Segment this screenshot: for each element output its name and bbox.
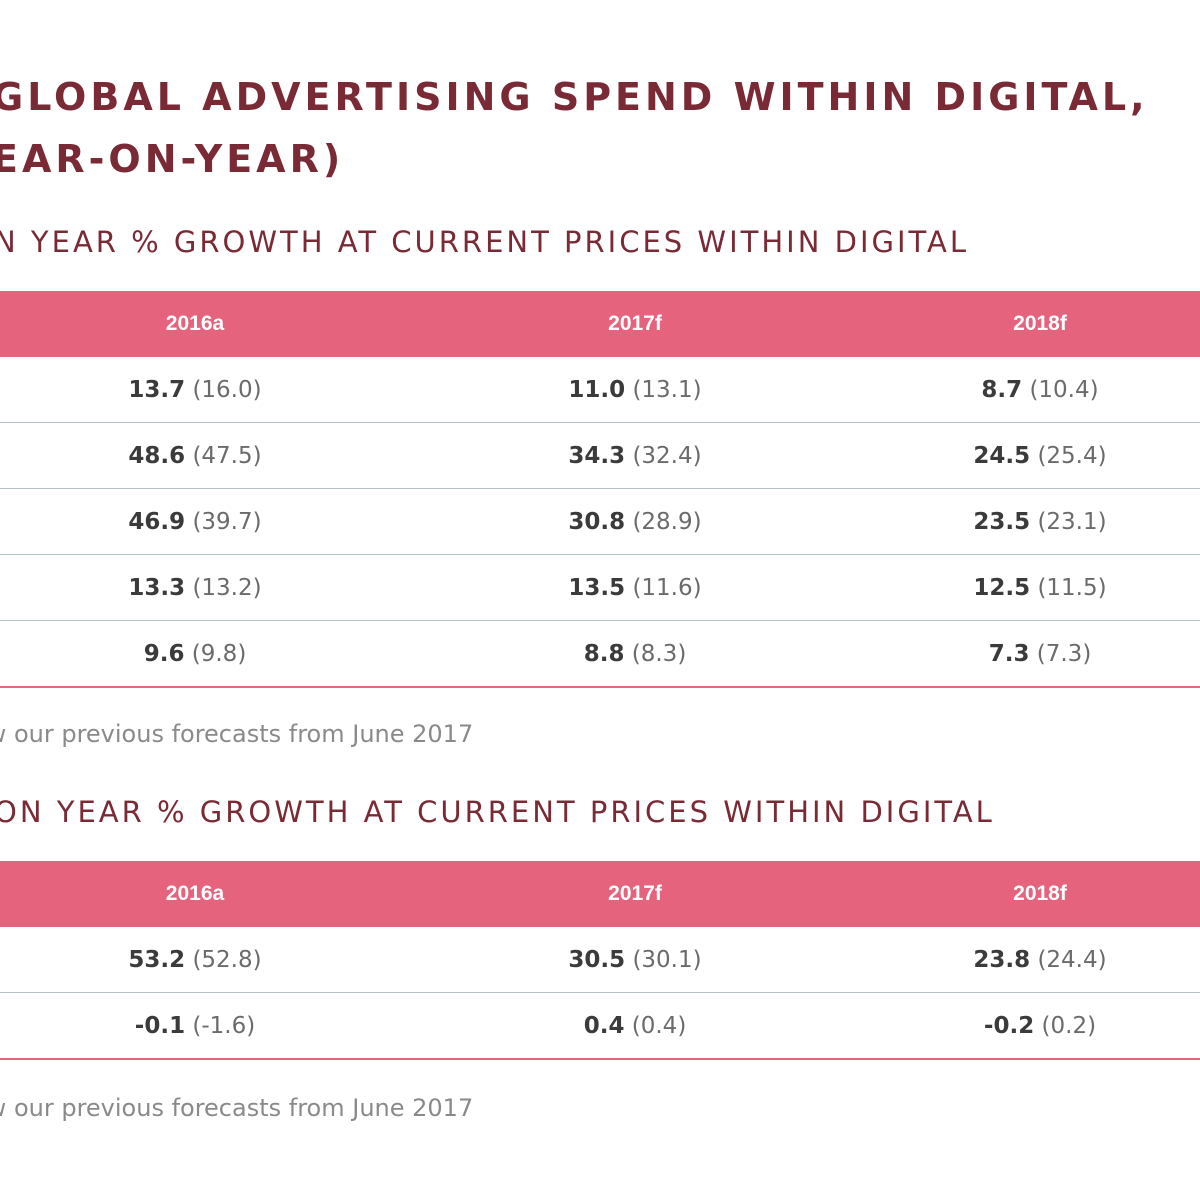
current-value: -0.2 xyxy=(983,1012,1035,1039)
previous-value: (11.6) xyxy=(632,574,702,601)
previous-value: (30.1) xyxy=(632,946,702,973)
previous-value: (-1.6) xyxy=(192,1012,256,1039)
growth-table-1: 2016a 2017f 2018f 13.7 (16.0) 11.0 (13.1… xyxy=(0,291,1200,688)
previous-value: (28.9) xyxy=(632,508,702,535)
growth-table-2: 2016a 2017f 2018f 53.2 (52.8) 30.5 (30.1… xyxy=(0,861,1200,1060)
page-title: GLOBAL ADVERTISING SPEND WITHIN DIGITAL,… xyxy=(0,66,1149,190)
previous-value: (9.8) xyxy=(191,640,247,667)
table-row: 9.6 (9.8) 8.8 (8.3) 7.3 (7.3) xyxy=(0,621,1200,688)
table-row: 46.9 (39.7) 30.8 (28.9) 23.5 (23.1) xyxy=(0,488,1200,555)
previous-value: (52.8) xyxy=(192,946,262,973)
table-cell: -0.2 (0.2) xyxy=(880,993,1200,1060)
previous-value: (25.4) xyxy=(1037,442,1107,469)
column-header-2017f: 2017f xyxy=(390,861,880,927)
table-cell: 0.4 (0.4) xyxy=(390,993,880,1060)
table2-heading: ON YEAR % GROWTH AT CURRENT PRICES WITHI… xyxy=(0,795,995,829)
current-value: 30.8 xyxy=(568,508,626,535)
table1-footnote: ow our previous forecasts from June 2017 xyxy=(0,720,474,748)
column-header-2017f: 2017f xyxy=(390,291,880,357)
previous-value: (32.4) xyxy=(632,442,702,469)
table-header-row: 2016a 2017f 2018f xyxy=(0,291,1200,357)
previous-value: (13.2) xyxy=(192,574,262,601)
table-cell: 23.8 (24.4) xyxy=(880,927,1200,993)
table-cell: 48.6 (47.5) xyxy=(0,422,390,489)
table-cell: 34.3 (32.4) xyxy=(390,422,880,489)
current-value: -0.1 xyxy=(134,1012,186,1039)
previous-value: (39.7) xyxy=(192,508,262,535)
previous-value: (16.0) xyxy=(192,376,262,403)
table1-heading: N YEAR % GROWTH AT CURRENT PRICES WITHIN… xyxy=(0,225,970,259)
current-value: 48.6 xyxy=(128,442,186,469)
table-row: 53.2 (52.8) 30.5 (30.1) 23.8 (24.4) xyxy=(0,927,1200,993)
table-row: -0.1 (-1.6) 0.4 (0.4) -0.2 (0.2) xyxy=(0,993,1200,1060)
current-value: 23.5 xyxy=(973,508,1031,535)
current-value: 11.0 xyxy=(568,376,626,403)
previous-value: (23.1) xyxy=(1037,508,1107,535)
previous-value: (13.1) xyxy=(632,376,702,403)
previous-value: (8.3) xyxy=(631,640,687,667)
current-value: 34.3 xyxy=(568,442,626,469)
table-row: 48.6 (47.5) 34.3 (32.4) 24.5 (25.4) xyxy=(0,422,1200,489)
column-header-2018f: 2018f xyxy=(880,861,1200,927)
current-value: 24.5 xyxy=(973,442,1031,469)
table-cell: 12.5 (11.5) xyxy=(880,554,1200,621)
table-cell: 53.2 (52.8) xyxy=(0,927,390,993)
previous-value: (11.5) xyxy=(1037,574,1107,601)
previous-value: (7.3) xyxy=(1036,640,1092,667)
current-value: 53.2 xyxy=(128,946,186,973)
current-value: 12.5 xyxy=(973,574,1031,601)
table-cell: 8.7 (10.4) xyxy=(880,357,1200,423)
current-value: 23.8 xyxy=(973,946,1031,973)
current-value: 7.3 xyxy=(988,640,1030,667)
table-cell: 8.8 (8.3) xyxy=(390,621,880,688)
table-cell: 13.3 (13.2) xyxy=(0,554,390,621)
previous-value: (47.5) xyxy=(192,442,262,469)
table-row: 13.3 (13.2) 13.5 (11.6) 12.5 (11.5) xyxy=(0,554,1200,621)
current-value: 30.5 xyxy=(568,946,626,973)
table-cell: 23.5 (23.1) xyxy=(880,488,1200,555)
current-value: 13.7 xyxy=(128,376,186,403)
previous-value: (0.2) xyxy=(1041,1012,1097,1039)
table-cell: 11.0 (13.1) xyxy=(390,357,880,423)
previous-value: (24.4) xyxy=(1037,946,1107,973)
table2-footnote: ow our previous forecasts from June 2017 xyxy=(0,1094,474,1122)
table-cell: 7.3 (7.3) xyxy=(880,621,1200,688)
table-cell: 46.9 (39.7) xyxy=(0,488,390,555)
page-title-line-1: GLOBAL ADVERTISING SPEND WITHIN DIGITAL, xyxy=(0,75,1149,119)
page-title-line-2: EAR-ON-YEAR) xyxy=(0,137,345,181)
table-cell: 9.6 (9.8) xyxy=(0,621,390,688)
current-value: 8.7 xyxy=(981,376,1023,403)
previous-value: (0.4) xyxy=(631,1012,687,1039)
current-value: 8.8 xyxy=(583,640,625,667)
table-row: 13.7 (16.0) 11.0 (13.1) 8.7 (10.4) xyxy=(0,357,1200,423)
current-value: 0.4 xyxy=(583,1012,625,1039)
table-cell: 13.5 (11.6) xyxy=(390,554,880,621)
current-value: 46.9 xyxy=(128,508,186,535)
table-cell: 13.7 (16.0) xyxy=(0,357,390,423)
table-cell: 30.8 (28.9) xyxy=(390,488,880,555)
current-value: 13.5 xyxy=(568,574,626,601)
current-value: 9.6 xyxy=(143,640,185,667)
column-header-2018f: 2018f xyxy=(880,291,1200,357)
current-value: 13.3 xyxy=(128,574,186,601)
column-header-2016a: 2016a xyxy=(0,861,390,927)
table-cell: 30.5 (30.1) xyxy=(390,927,880,993)
table-cell: -0.1 (-1.6) xyxy=(0,993,390,1060)
table-cell: 24.5 (25.4) xyxy=(880,422,1200,489)
previous-value: (10.4) xyxy=(1029,376,1099,403)
table-header-row: 2016a 2017f 2018f xyxy=(0,861,1200,927)
column-header-2016a: 2016a xyxy=(0,291,390,357)
